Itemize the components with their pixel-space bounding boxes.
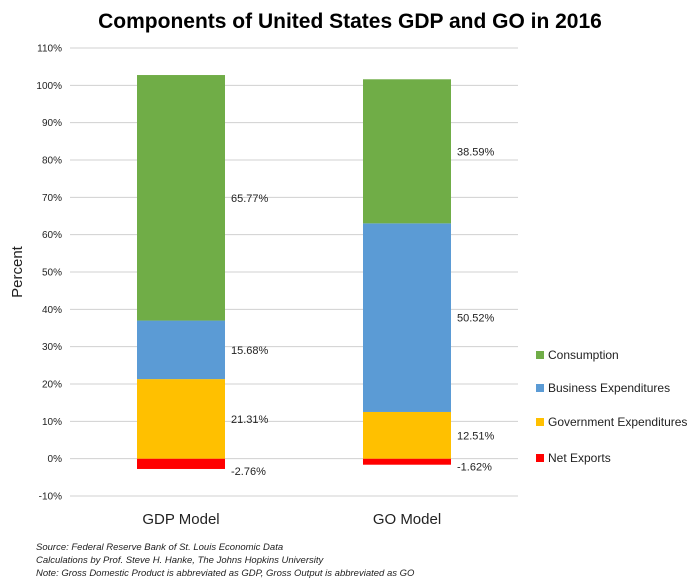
bar-business-expenditures — [363, 223, 451, 412]
chart-notes: Source: Federal Reserve Bank of St. Loui… — [36, 541, 414, 580]
y-tick-label: 80% — [42, 156, 62, 167]
data-label: 38.59% — [457, 146, 495, 158]
bar-business-expenditures — [137, 320, 225, 380]
y-tick-label: 60% — [42, 230, 62, 241]
category-labels: GDP Model GO Model — [142, 511, 441, 528]
bars — [137, 75, 451, 469]
y-tick-label: 0% — [48, 454, 63, 465]
data-label: 65.77% — [231, 193, 269, 205]
legend-item-business-expenditures: Business Expenditures — [536, 381, 670, 395]
chart-title: Components of United States GDP and GO i… — [98, 10, 602, 33]
legend-label: Consumption — [548, 348, 619, 362]
legend-label: Business Expenditures — [548, 381, 670, 395]
data-label: 21.31% — [231, 414, 269, 426]
y-axis-label: Percent — [9, 245, 26, 298]
legend-label: Government Expenditures — [548, 415, 687, 429]
category-label: GO Model — [373, 511, 441, 528]
legend-label: Net Exports — [548, 451, 611, 465]
data-label: 50.52% — [457, 313, 495, 325]
legend-item-consumption: Consumption — [536, 348, 619, 362]
data-label: -1.62% — [457, 462, 492, 474]
data-label: 15.68% — [231, 345, 269, 357]
data-label: -2.76% — [231, 466, 266, 478]
source-note: Source: Federal Reserve Bank of St. Loui… — [36, 542, 284, 553]
stacked-bar-chart: Components of United States GDP and GO i… — [9, 10, 687, 528]
data-labels: -2.76% 21.31% 15.68% 65.77% -1.62% 12.51% 50.5… — [231, 146, 495, 478]
y-tick-label: 100% — [36, 81, 62, 92]
y-tick-label: -10% — [39, 492, 62, 503]
legend-swatch — [536, 351, 544, 359]
abbreviation-note: Note: Gross Domestic Product is abbrevia… — [36, 568, 415, 579]
legend-item-government-expenditures: Government Expenditures — [536, 415, 687, 429]
bar-consumption — [137, 75, 225, 321]
bar-net-exports — [137, 458, 225, 469]
y-tick-label: 40% — [42, 305, 62, 316]
y-tick-label: 90% — [42, 118, 62, 129]
bar-government-expenditures — [137, 379, 225, 459]
y-tick-label: 110% — [37, 44, 62, 55]
calculations-note: Calculations by Prof. Steve H. Hanke, Th… — [36, 555, 324, 566]
bar-consumption — [363, 79, 451, 224]
legend-swatch — [536, 454, 544, 462]
bar-government-expenditures — [363, 411, 451, 459]
legend-item-net-exports: Net Exports — [536, 451, 611, 465]
y-tick-label: 30% — [42, 342, 62, 353]
y-axis-ticks: -10% 0% 10% 20% 30% 40% 50% 60% 70% 80% 90% 100% 110… — [36, 44, 62, 503]
bar-net-exports — [363, 458, 451, 465]
legend-swatch — [536, 418, 544, 426]
legend: Consumption Business Expenditures Governme… — [536, 348, 687, 465]
y-tick-label: 20% — [42, 380, 62, 391]
y-tick-label: 10% — [42, 417, 62, 428]
y-tick-label: 50% — [42, 268, 62, 279]
category-label: GDP Model — [142, 511, 219, 528]
data-label: 12.51% — [457, 430, 495, 442]
legend-swatch — [536, 384, 544, 392]
y-tick-label: 70% — [42, 193, 62, 204]
